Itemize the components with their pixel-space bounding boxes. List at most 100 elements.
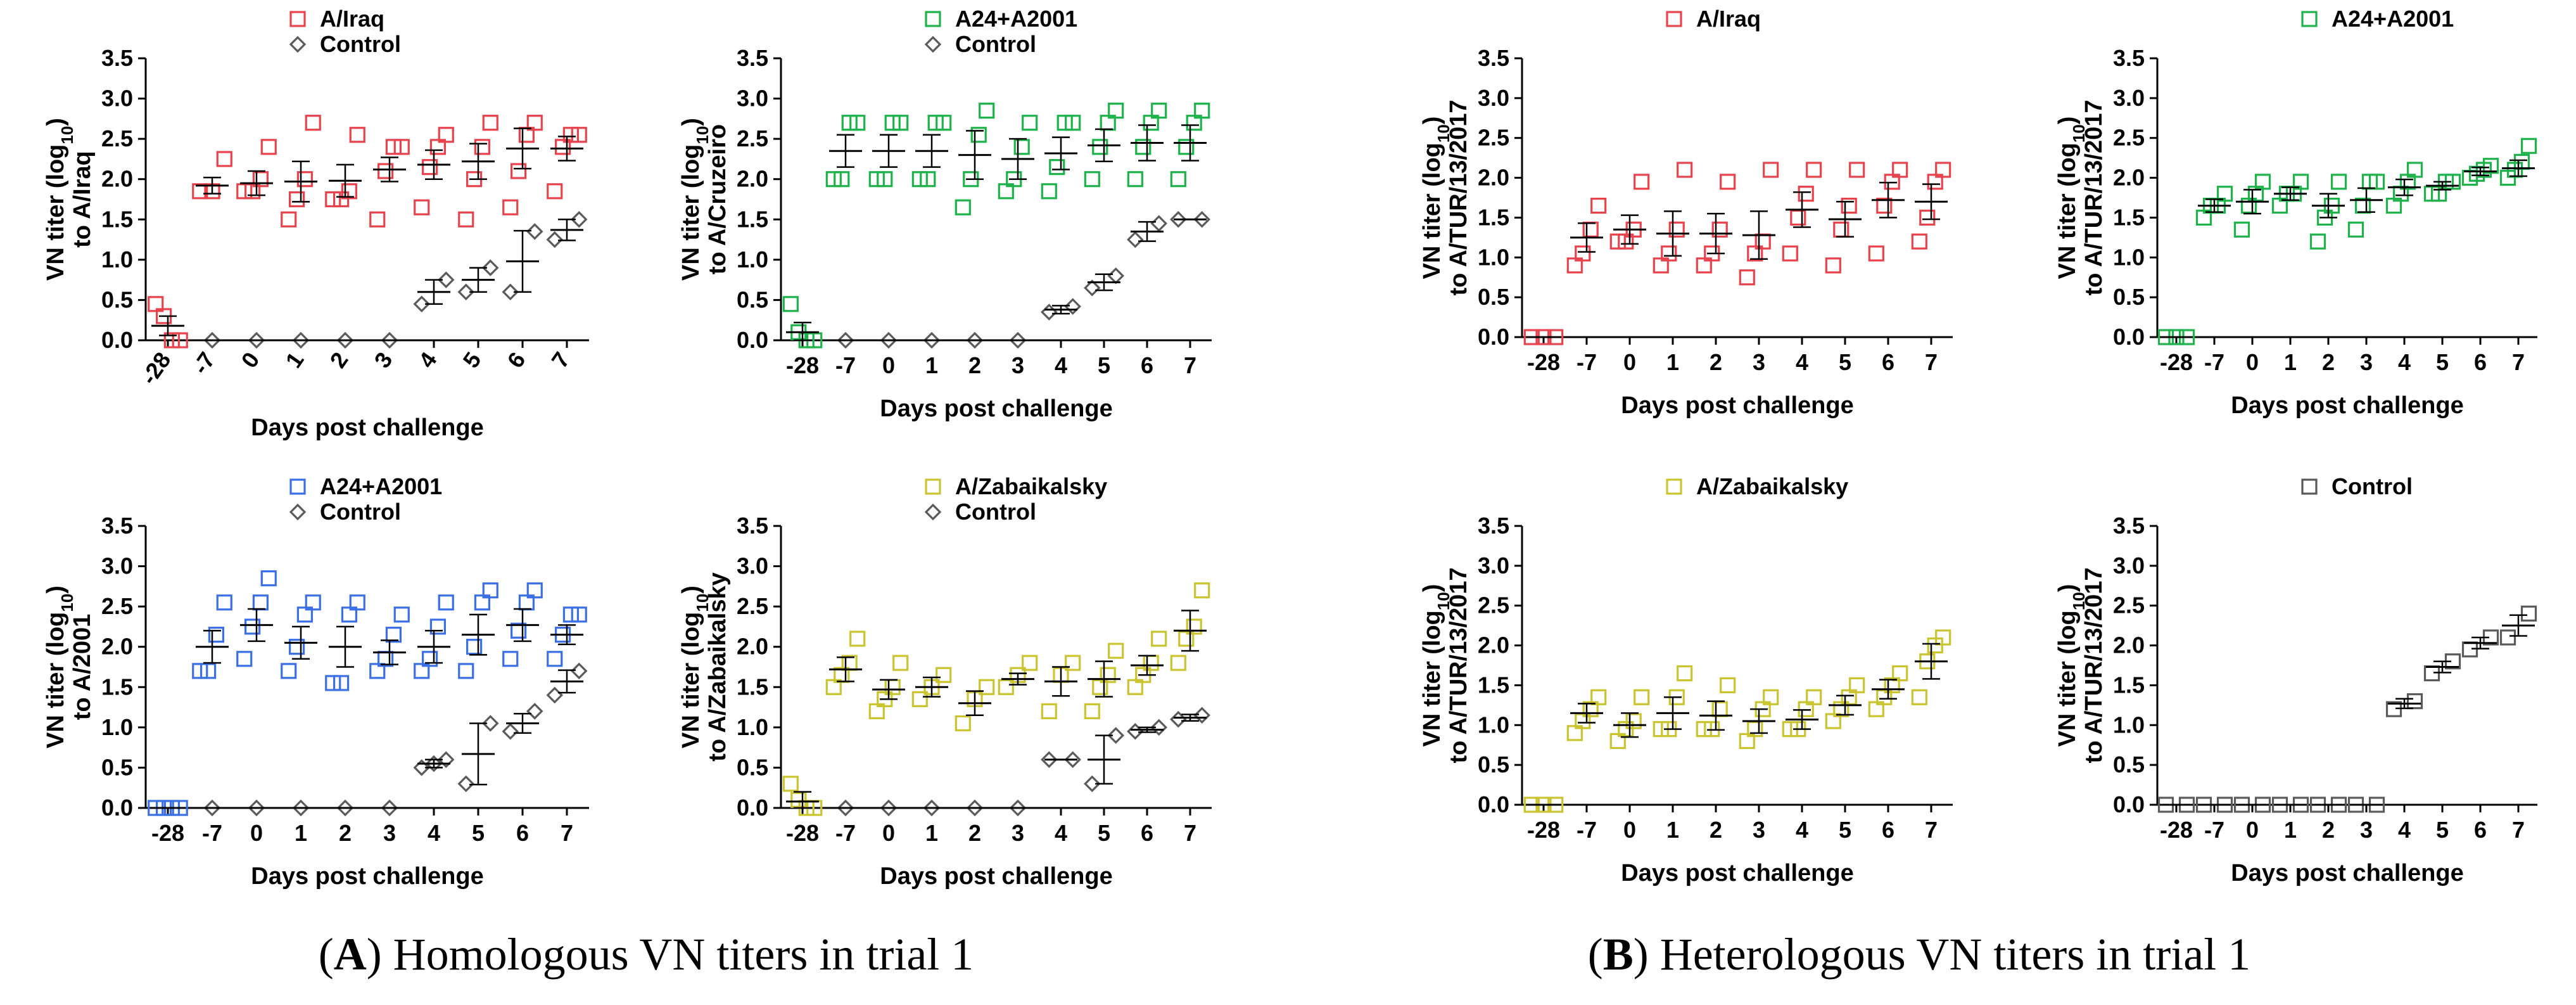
x-tick-label: 7	[2512, 817, 2525, 843]
y-tick-label: 2.5	[1478, 592, 1509, 618]
legend-marker	[289, 11, 306, 27]
data-point	[1108, 643, 1124, 659]
x-tick-label: 2	[2322, 349, 2335, 375]
data-point	[1041, 183, 1057, 200]
y-tick-label: 3.0	[101, 86, 133, 112]
x-tick-label: 3	[2360, 349, 2373, 375]
y-tick-label: 3.5	[737, 513, 768, 539]
x-tick-label: 3	[2360, 817, 2373, 843]
legend-label: Control	[320, 31, 401, 57]
x-tick-label: 2	[968, 820, 981, 846]
data-point	[571, 606, 587, 623]
y-tick-label: 3.0	[1478, 553, 1509, 579]
legend-label: Control	[955, 499, 1036, 525]
legend-marker	[925, 478, 941, 495]
x-tick-label: 5	[457, 347, 486, 373]
data-point	[244, 183, 261, 200]
data-point	[2309, 233, 2326, 250]
data-point	[1084, 775, 1101, 793]
data-point	[1739, 269, 1755, 286]
y-tick-label: 0.5	[101, 286, 133, 312]
data-point	[2368, 174, 2385, 190]
data-point	[1194, 582, 1210, 599]
data-point	[421, 159, 438, 176]
data-point	[1892, 162, 1908, 178]
data-point	[526, 223, 543, 240]
x-tick-label: 6	[2474, 817, 2487, 843]
x-tick-label: 6	[1882, 349, 1894, 375]
data-point	[1935, 629, 1951, 646]
y-tick-label: 2.5	[2113, 125, 2145, 151]
x-tick-label: 3	[1753, 817, 1765, 843]
data-point	[955, 715, 971, 732]
data-point	[1041, 703, 1057, 720]
data-point	[260, 139, 277, 155]
data-point	[834, 171, 850, 188]
data-point	[1107, 267, 1124, 285]
x-tick-label: 2	[339, 820, 352, 846]
data-point	[2406, 693, 2423, 710]
x-tick-label: 7	[1925, 349, 1938, 375]
data-point	[482, 115, 498, 131]
data-point	[244, 618, 261, 635]
x-tick-label: 4	[413, 347, 441, 373]
data-point	[502, 651, 519, 667]
legend-label: A24+A2001	[955, 6, 1077, 32]
x-tick-label: 5	[1839, 349, 1851, 375]
x-tick-label: 6	[516, 820, 529, 846]
y-tick-label: 3.0	[2113, 553, 2145, 579]
x-tick-label: 2	[1710, 349, 1722, 375]
y-tick-label: 1.5	[101, 674, 133, 700]
x-axis-title: Days post challenge	[2231, 392, 2463, 419]
legend-marker	[2301, 11, 2318, 27]
legend-marker	[289, 35, 307, 53]
data-point	[1849, 162, 1865, 178]
y-tick-label: 0.5	[737, 754, 768, 780]
chart-panel-p8: 0.0 0.5 1.0 1.5 2.0 2.5 3.0 3.5 -28 -7 0 1 2 3 4 5 6 7 Day…	[2054, 473, 2537, 887]
x-axis-title: Days post challenge	[1621, 392, 1853, 419]
caption-a: (A) Homologous VN titers in trial 1	[319, 929, 974, 980]
chart-panel-p2: 0.0 0.5 1.0 1.5 2.0 2.5 3.0 3.5 -28 -7 0 1 2 3 4 5 6 7 Day…	[678, 6, 1212, 422]
x-axis-title: Days post challenge	[251, 863, 483, 890]
caption-b: (B) Heterologous VN titers in trial 1	[1588, 929, 2251, 980]
y-axis-title-line1: VN titer (log10)	[678, 586, 712, 748]
x-tick-label: 5	[1098, 820, 1110, 846]
legend-label: A/Zabaikalsky	[955, 473, 1107, 499]
chart-panel-p4: 0.0 0.5 1.0 1.5 2.0 2.5 3.0 3.5 -28 -7 0 1 2 3 4 5 6 7 Day…	[2054, 6, 2537, 419]
data-point	[1582, 221, 1599, 238]
y-tick-label: 3.5	[2113, 513, 2145, 539]
x-tick-label: 6	[1141, 352, 1153, 378]
y-tick-label: 0.0	[101, 795, 133, 821]
data-point	[920, 171, 936, 188]
data-point	[570, 662, 588, 680]
data-point	[438, 127, 454, 143]
data-point	[1151, 103, 1167, 119]
data-point	[1763, 689, 1779, 705]
x-tick-label: -7	[2204, 817, 2224, 843]
data-point	[1711, 221, 1728, 238]
series-a24-a2001	[2157, 138, 2537, 345]
y-tick-label: 2.0	[1478, 165, 1509, 191]
data-point	[1170, 655, 1186, 671]
data-point	[1704, 720, 1720, 738]
legend-marker	[289, 478, 306, 495]
data-point	[1841, 197, 1857, 214]
caption-a-open: (	[319, 929, 334, 980]
x-tick-label: 4	[2398, 817, 2411, 843]
data-point	[393, 606, 410, 623]
x-axis-title: Days post challenge	[880, 395, 1112, 422]
x-tick-label: 5	[2436, 349, 2449, 375]
x-tick-label: -7	[835, 352, 856, 378]
series-a24-a2001	[782, 103, 1210, 349]
y-tick-label: 1.0	[737, 714, 768, 740]
data-point	[2330, 174, 2347, 190]
x-tick-label: 7	[1184, 352, 1196, 378]
series-control	[829, 707, 1210, 817]
data-point	[1186, 618, 1202, 635]
x-tick-label: -7	[1577, 817, 1597, 843]
data-point	[252, 171, 269, 188]
x-tick-label: 6	[502, 347, 530, 373]
x-tick-label: 4	[428, 820, 440, 846]
data-point	[2347, 221, 2364, 238]
data-point	[2520, 605, 2537, 622]
